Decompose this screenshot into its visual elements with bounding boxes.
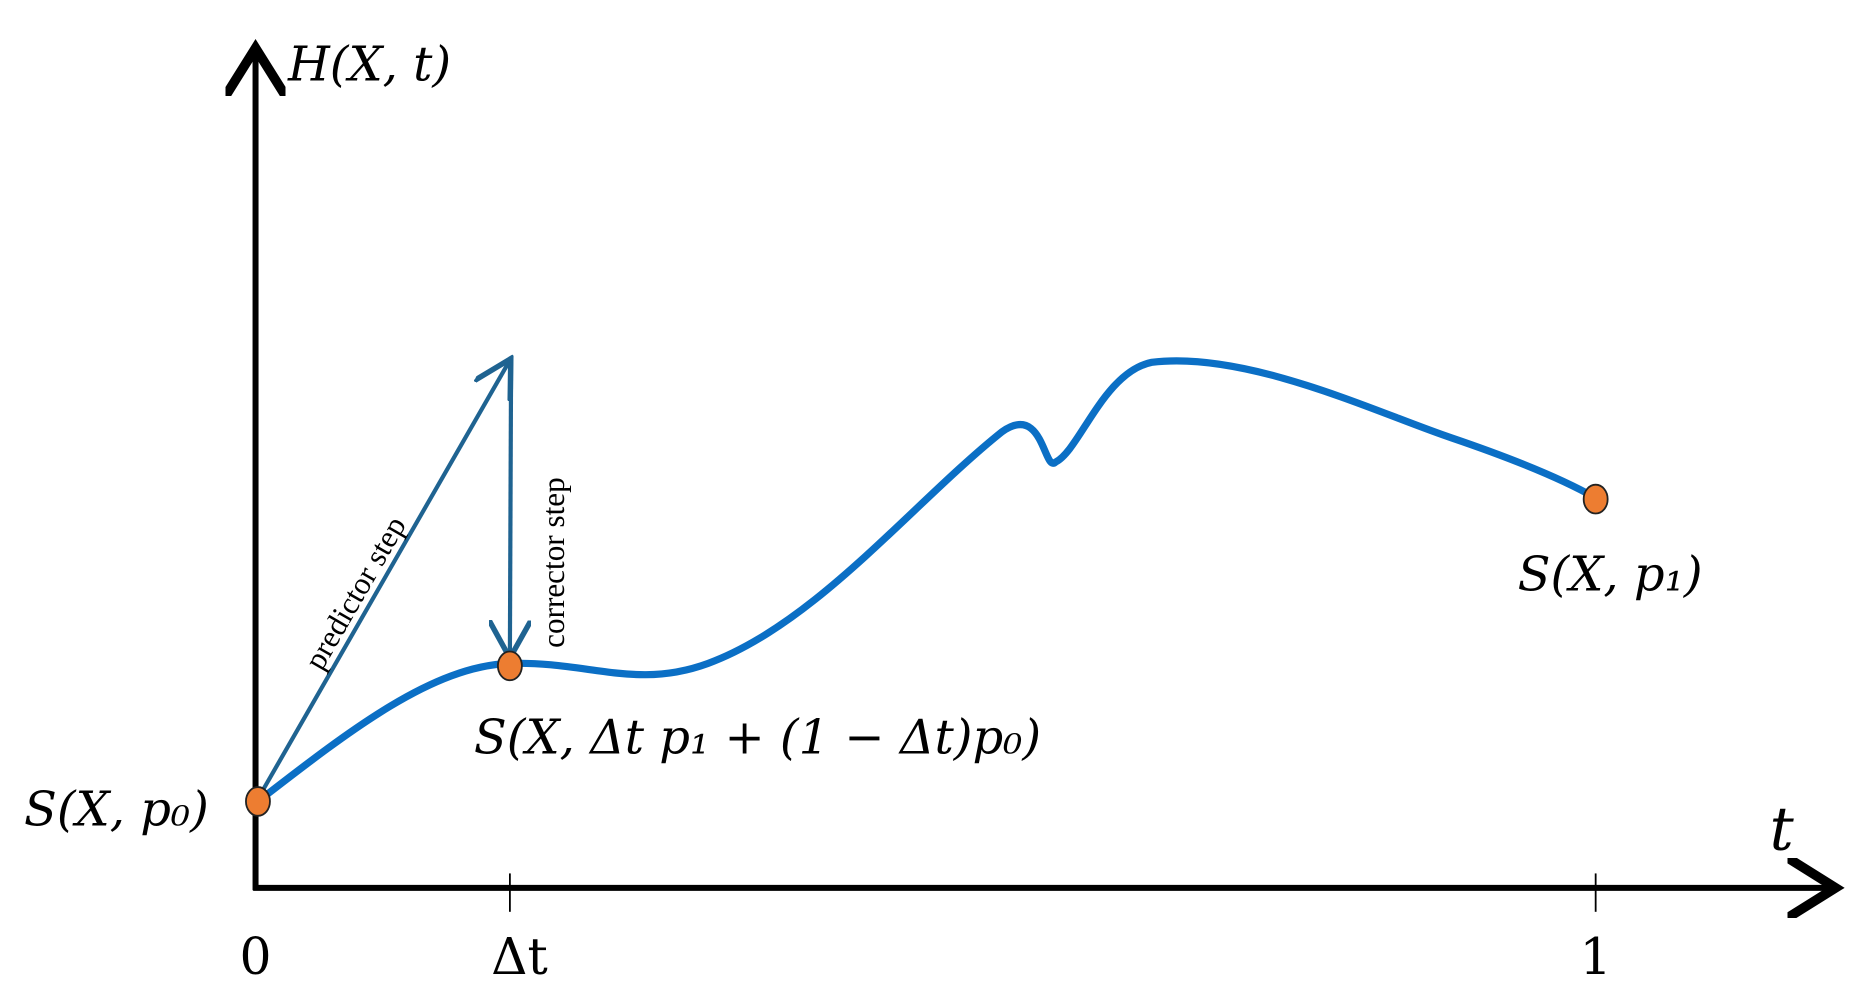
corrector-arrow	[510, 362, 511, 654]
x-axis-label: t	[1770, 794, 1795, 864]
y-axis-label: H(X, t)	[287, 36, 451, 92]
end-label: S(X, p₁)	[1518, 546, 1703, 602]
tick-label: 1	[1580, 927, 1612, 986]
middle-point	[496, 650, 523, 682]
predictor-arrow	[257, 362, 509, 798]
predictor-label: predictor step	[297, 510, 413, 675]
corrector-label: corrector step	[536, 477, 571, 648]
middle-label: S(X, Δt p₁ + (1 − Δt)p₀)	[474, 709, 1041, 765]
start-point	[245, 786, 271, 817]
end-point	[1582, 483, 1609, 515]
tick-label: 0	[240, 927, 272, 986]
tick-label: Δt	[491, 927, 548, 986]
start-label: S(X, p₀)	[24, 781, 209, 837]
